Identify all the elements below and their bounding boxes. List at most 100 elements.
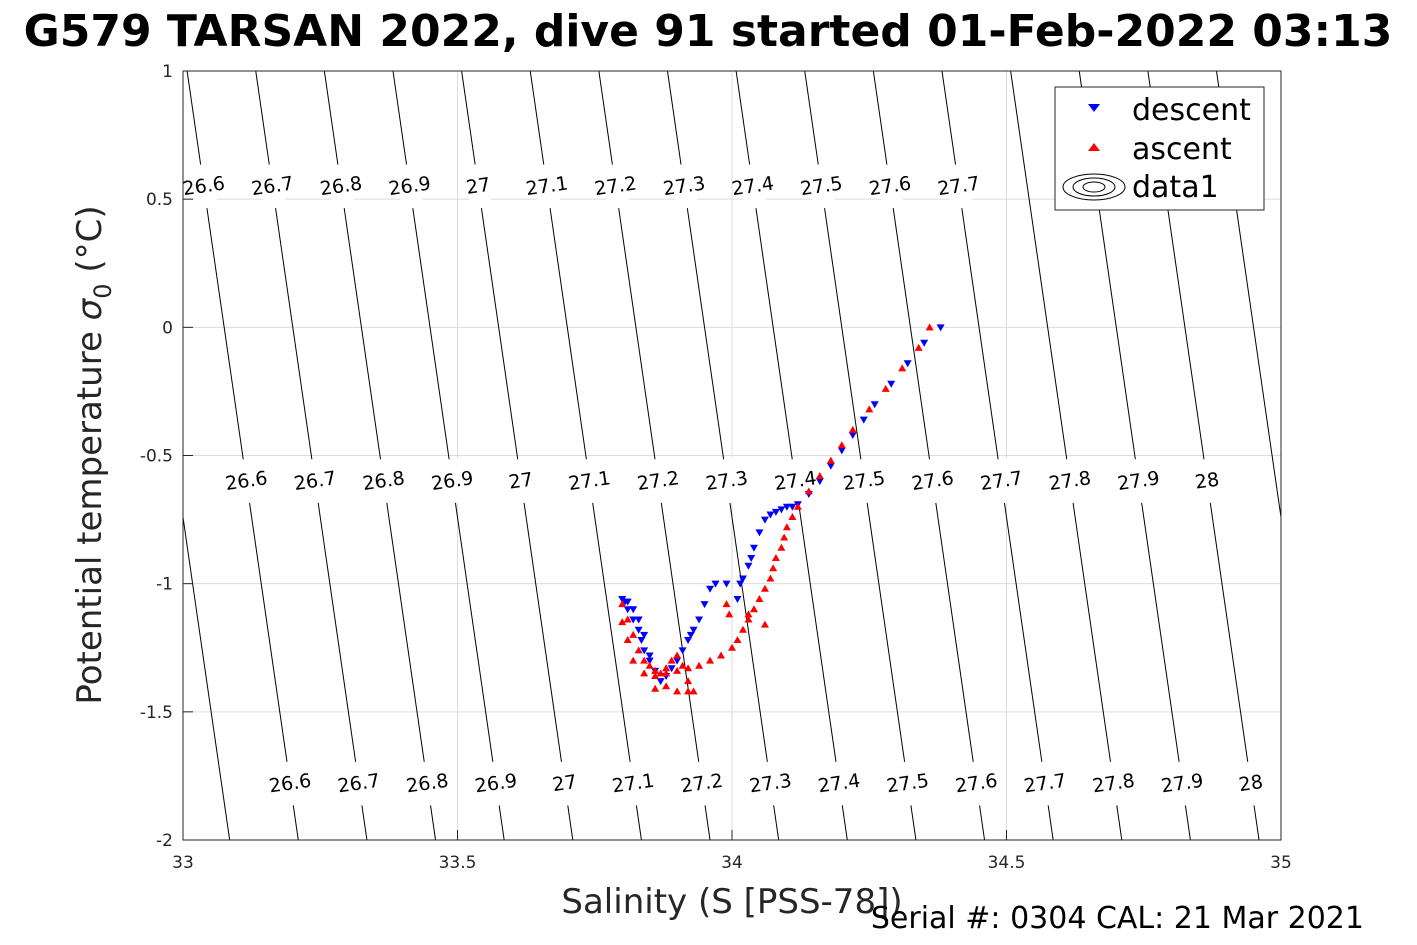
descent-point — [706, 585, 715, 593]
contour-label-mask — [464, 163, 493, 210]
descent-point — [629, 616, 638, 624]
descent-point — [623, 598, 632, 606]
descent-point — [747, 555, 756, 563]
descent-point — [645, 652, 654, 660]
contour-label-mask — [532, 163, 561, 210]
y-tick-label: -1 — [156, 575, 173, 595]
ascent-point — [673, 687, 682, 695]
ascent-point — [695, 661, 704, 669]
ascent-point — [826, 456, 835, 464]
ascent-point — [717, 651, 726, 659]
contour-label-mask — [300, 457, 330, 505]
ascent-point — [689, 687, 698, 695]
ascent-point — [766, 574, 775, 582]
legend-marker-ascent — [1088, 143, 1100, 151]
descent-point — [618, 596, 627, 604]
descent-point — [826, 462, 835, 470]
ascent-point — [738, 625, 747, 633]
ascent-point — [898, 364, 907, 372]
descent-point — [766, 511, 775, 519]
x-tick-label: 34.5 — [988, 853, 1026, 873]
contour-label-bottom: 28 — [1237, 771, 1264, 796]
descent-point — [722, 580, 731, 588]
contour-label-mask — [413, 760, 442, 807]
x-tick-label: 34 — [721, 853, 743, 873]
legend-marker-descent — [1088, 104, 1100, 112]
contour-label-mask — [189, 163, 218, 210]
contour-label-mask — [369, 457, 398, 505]
contour-label-middle: 27 — [507, 469, 534, 494]
contour-label-mask — [712, 457, 741, 505]
ascent-point — [678, 661, 687, 669]
contour-label-mask — [962, 760, 991, 807]
descent-point — [634, 626, 643, 634]
contour-label-mask — [506, 457, 535, 505]
ascent-point — [651, 666, 660, 674]
serial-cal-footer: Serial #: 0304 CAL: 21 Mar 2021 — [871, 901, 1364, 936]
descent-point — [936, 324, 945, 332]
legend: descent ascent data1 — [1054, 86, 1265, 211]
ascent-point — [914, 343, 923, 351]
descent-point — [837, 447, 846, 455]
y-tick-label: -2 — [156, 831, 173, 851]
descent-point — [637, 637, 646, 645]
descent-point — [695, 616, 704, 624]
contour-label-mask — [1193, 457, 1222, 505]
contour-label-mask — [987, 457, 1016, 505]
ascent-point — [760, 584, 769, 592]
contour-label-mask — [258, 163, 287, 210]
contour-label-mask — [232, 457, 261, 505]
descent-point — [640, 647, 649, 655]
descent-point — [689, 626, 698, 634]
contour-label-mask — [1099, 760, 1128, 807]
ascent-point — [793, 502, 802, 510]
x-tick-label: 35 — [1270, 853, 1292, 873]
descent-point — [848, 431, 857, 439]
ascent-point — [629, 630, 638, 638]
descent-point — [700, 601, 709, 609]
descent-point — [920, 339, 929, 347]
ascent-point — [618, 618, 627, 626]
ascent-point — [744, 615, 753, 623]
density-contour-line — [183, 513, 231, 840]
x-axis-label: Salinity (S [PSS-78]) — [561, 882, 902, 922]
ascent-point — [722, 600, 731, 608]
contour-label-mask — [619, 760, 648, 807]
ascent-point — [673, 666, 682, 674]
descent-point — [760, 516, 769, 524]
y-axis-label-unit: (°C) — [70, 205, 110, 283]
descent-point — [755, 529, 764, 537]
ascent-point — [788, 513, 797, 521]
descent-point — [640, 631, 649, 639]
ascent-point — [848, 425, 857, 433]
ascent-point — [662, 669, 671, 677]
ascent-point — [651, 671, 660, 679]
chart-title: G579 TARSAN 2022, dive 91 started 01-Feb… — [24, 6, 1393, 57]
ascent-point — [760, 620, 769, 628]
contour-label-mask — [781, 457, 810, 505]
ascent-point — [684, 677, 693, 685]
legend-box — [1054, 86, 1265, 211]
ascent-point — [804, 487, 813, 495]
legend-entry-ascent: ascent — [1132, 132, 1232, 167]
descent-point — [738, 575, 747, 583]
ascent-point — [725, 610, 734, 618]
ascent-point — [733, 636, 742, 644]
descent-point — [678, 647, 687, 655]
descent-point — [903, 360, 912, 368]
contour-label-mask — [807, 163, 836, 210]
descent-point — [629, 606, 638, 614]
contour-label-mask — [1055, 457, 1084, 505]
x-tick-label: 33.5 — [439, 853, 477, 873]
y-axis-label-sigma: σ — [70, 297, 110, 320]
ascent-point — [640, 669, 649, 677]
ascent-point — [662, 682, 671, 690]
ascent-point — [645, 661, 654, 669]
contour-label-mask — [825, 760, 854, 807]
descent-point — [686, 631, 695, 639]
ascent-point — [667, 656, 676, 664]
y-tick-label: -1.5 — [140, 703, 173, 723]
descent-point — [788, 503, 797, 511]
data-points — [618, 323, 945, 695]
